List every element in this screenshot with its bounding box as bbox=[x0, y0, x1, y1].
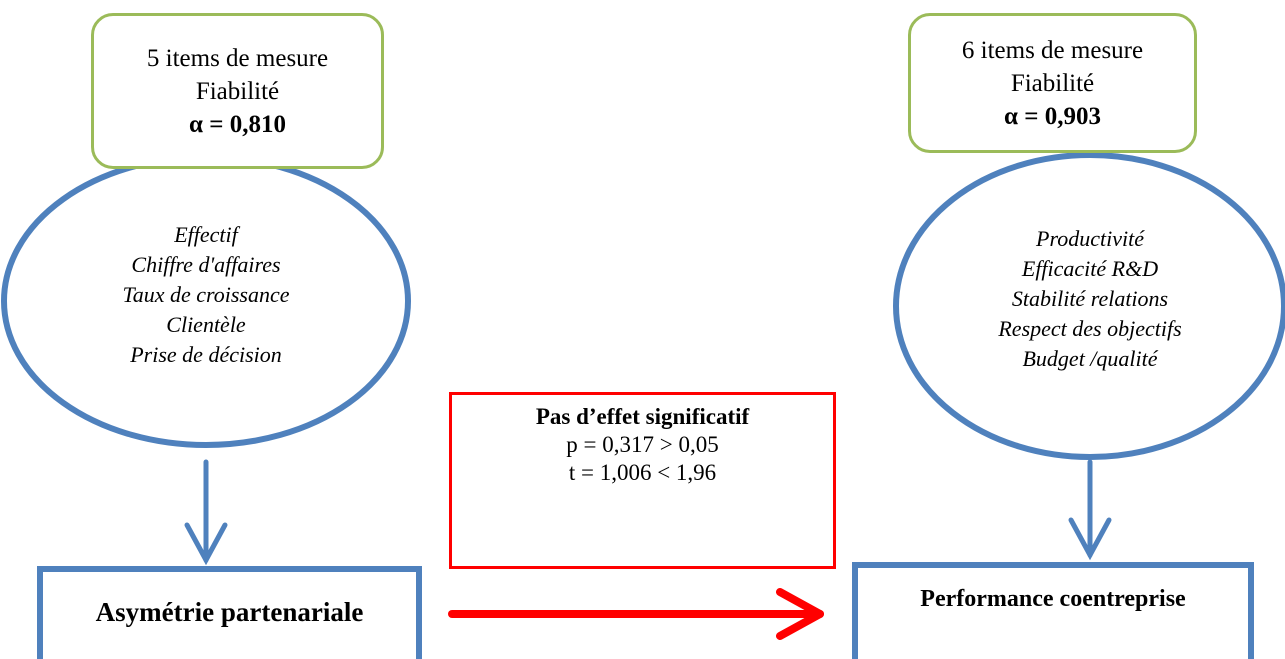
indicator-item: Budget /qualité bbox=[1022, 346, 1158, 371]
left-construct-box: Asymétrie partenariale bbox=[37, 566, 422, 659]
right-indicators-ellipse bbox=[893, 152, 1285, 460]
left-construct-label: Asymétrie partenariale bbox=[95, 597, 364, 627]
effect-arrow bbox=[448, 588, 824, 640]
right-reliability-box: 6 items de mesure Fiabilité α = 0,903 bbox=[908, 13, 1197, 153]
result-t-value: t = 1,006 < 1,96 bbox=[568, 460, 717, 485]
indicator-item: Stabilité relations bbox=[1011, 286, 1169, 311]
indicator-item: Respect des objectifs bbox=[998, 316, 1182, 341]
indicator-item: Chiffre d'affaires bbox=[131, 252, 281, 277]
result-title: Pas d’effet significatif bbox=[535, 404, 750, 429]
right-construct-label: Performance coentreprise bbox=[920, 586, 1186, 612]
right-reliability-label: Fiabilité bbox=[1010, 69, 1095, 97]
left-reliability-box: 5 items de mesure Fiabilité α = 0,810 bbox=[91, 13, 384, 169]
right-down-arrow bbox=[1068, 459, 1112, 561]
left-items-count: 5 items de mesure bbox=[146, 44, 329, 72]
left-reliability-label: Fiabilité bbox=[195, 77, 280, 105]
left-alpha-value: α = 0,810 bbox=[189, 110, 286, 138]
indicator-item: Clientèle bbox=[166, 312, 246, 337]
result-box: Pas d’effet significatif p = 0,317 > 0,0… bbox=[449, 392, 836, 569]
right-construct-box: Performance coentreprise bbox=[852, 562, 1254, 659]
left-indicators-list: Effectif Chiffre d'affaires Taux de croi… bbox=[60, 210, 352, 380]
indicator-item: Efficacité R&D bbox=[1021, 256, 1159, 281]
right-alpha-value: α = 0,903 bbox=[1004, 102, 1101, 130]
right-items-count: 6 items de mesure bbox=[961, 36, 1144, 64]
indicator-item: Prise de décision bbox=[130, 342, 282, 367]
left-down-arrow bbox=[184, 459, 228, 566]
indicator-item: Effectif bbox=[174, 222, 238, 247]
indicator-item: Taux de croissance bbox=[122, 282, 290, 307]
indicator-item: Productivité bbox=[1036, 226, 1144, 251]
result-p-value: p = 0,317 > 0,05 bbox=[566, 432, 719, 457]
right-indicators-list: Productivité Efficacité R&D Stabilité re… bbox=[945, 214, 1235, 384]
